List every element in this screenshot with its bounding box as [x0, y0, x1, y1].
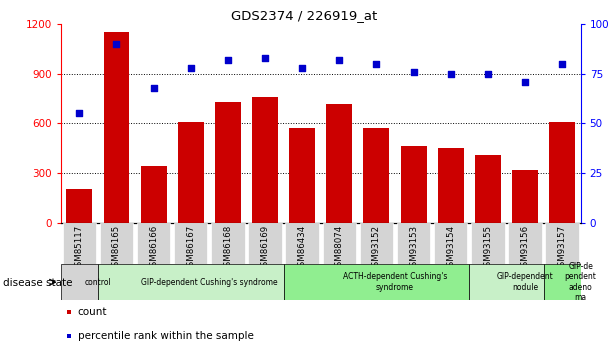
Text: GSM86166: GSM86166	[149, 225, 158, 272]
FancyBboxPatch shape	[434, 223, 468, 264]
Bar	[140, 166, 167, 223]
Point	[186, 65, 196, 71]
Text: GSM86165: GSM86165	[112, 225, 121, 272]
Bar	[512, 170, 538, 223]
FancyBboxPatch shape	[98, 264, 283, 300]
FancyBboxPatch shape	[508, 223, 542, 264]
FancyBboxPatch shape	[469, 264, 544, 300]
Point	[371, 61, 381, 67]
Point	[409, 69, 418, 75]
Text: ACTH-dependent Cushing's
syndrome: ACTH-dependent Cushing's syndrome	[343, 272, 447, 292]
FancyBboxPatch shape	[285, 223, 319, 264]
Bar	[326, 104, 352, 223]
Text: GSM93154: GSM93154	[446, 225, 455, 272]
FancyBboxPatch shape	[174, 223, 207, 264]
FancyBboxPatch shape	[283, 264, 469, 300]
Bar	[252, 97, 278, 223]
FancyBboxPatch shape	[471, 223, 505, 264]
Text: GSM93157: GSM93157	[558, 225, 567, 272]
Point	[223, 57, 233, 63]
Point	[297, 65, 307, 71]
Text: GSM86168: GSM86168	[223, 225, 232, 272]
Text: GSM86434: GSM86434	[298, 225, 306, 272]
Text: percentile rank within the sample: percentile rank within the sample	[78, 332, 254, 341]
Text: GSM86167: GSM86167	[186, 225, 195, 272]
Bar	[549, 122, 575, 223]
Point	[75, 111, 85, 116]
Bar	[364, 128, 389, 223]
Text: GSM88074: GSM88074	[335, 225, 344, 272]
FancyBboxPatch shape	[248, 223, 282, 264]
Text: GIP-dependent
nodule: GIP-dependent nodule	[497, 272, 553, 292]
Text: GSM93156: GSM93156	[520, 225, 530, 272]
Text: GIP-dependent Cushing's syndrome: GIP-dependent Cushing's syndrome	[141, 277, 278, 287]
FancyBboxPatch shape	[360, 223, 393, 264]
FancyBboxPatch shape	[61, 264, 98, 300]
Bar	[178, 122, 204, 223]
Text: count: count	[78, 307, 108, 317]
Point	[557, 61, 567, 67]
Point	[483, 71, 492, 77]
FancyBboxPatch shape	[323, 223, 356, 264]
FancyBboxPatch shape	[100, 223, 133, 264]
Text: disease state: disease state	[3, 278, 72, 288]
Text: GIP-de
pendent
adeno
ma: GIP-de pendent adeno ma	[565, 262, 596, 302]
FancyBboxPatch shape	[544, 264, 581, 300]
Point	[520, 79, 530, 85]
Text: GSM93152: GSM93152	[372, 225, 381, 272]
Bar	[215, 102, 241, 223]
Point	[446, 71, 455, 77]
FancyBboxPatch shape	[545, 223, 579, 264]
FancyBboxPatch shape	[63, 223, 96, 264]
Point	[112, 41, 122, 47]
Bar	[289, 128, 315, 223]
Bar	[438, 148, 464, 223]
Bar	[475, 155, 501, 223]
Point	[149, 85, 159, 90]
Bar	[401, 147, 427, 223]
Bar	[66, 189, 92, 223]
Text: control: control	[85, 277, 111, 287]
FancyBboxPatch shape	[137, 223, 170, 264]
Point	[334, 57, 344, 63]
FancyBboxPatch shape	[397, 223, 430, 264]
FancyBboxPatch shape	[211, 223, 244, 264]
Text: GSM93153: GSM93153	[409, 225, 418, 272]
Text: GSM93155: GSM93155	[483, 225, 492, 272]
Text: GDS2374 / 226919_at: GDS2374 / 226919_at	[231, 9, 377, 22]
Bar	[103, 32, 130, 223]
Text: GSM86169: GSM86169	[260, 225, 269, 272]
Point	[260, 55, 270, 61]
Text: GSM85117: GSM85117	[75, 225, 84, 272]
